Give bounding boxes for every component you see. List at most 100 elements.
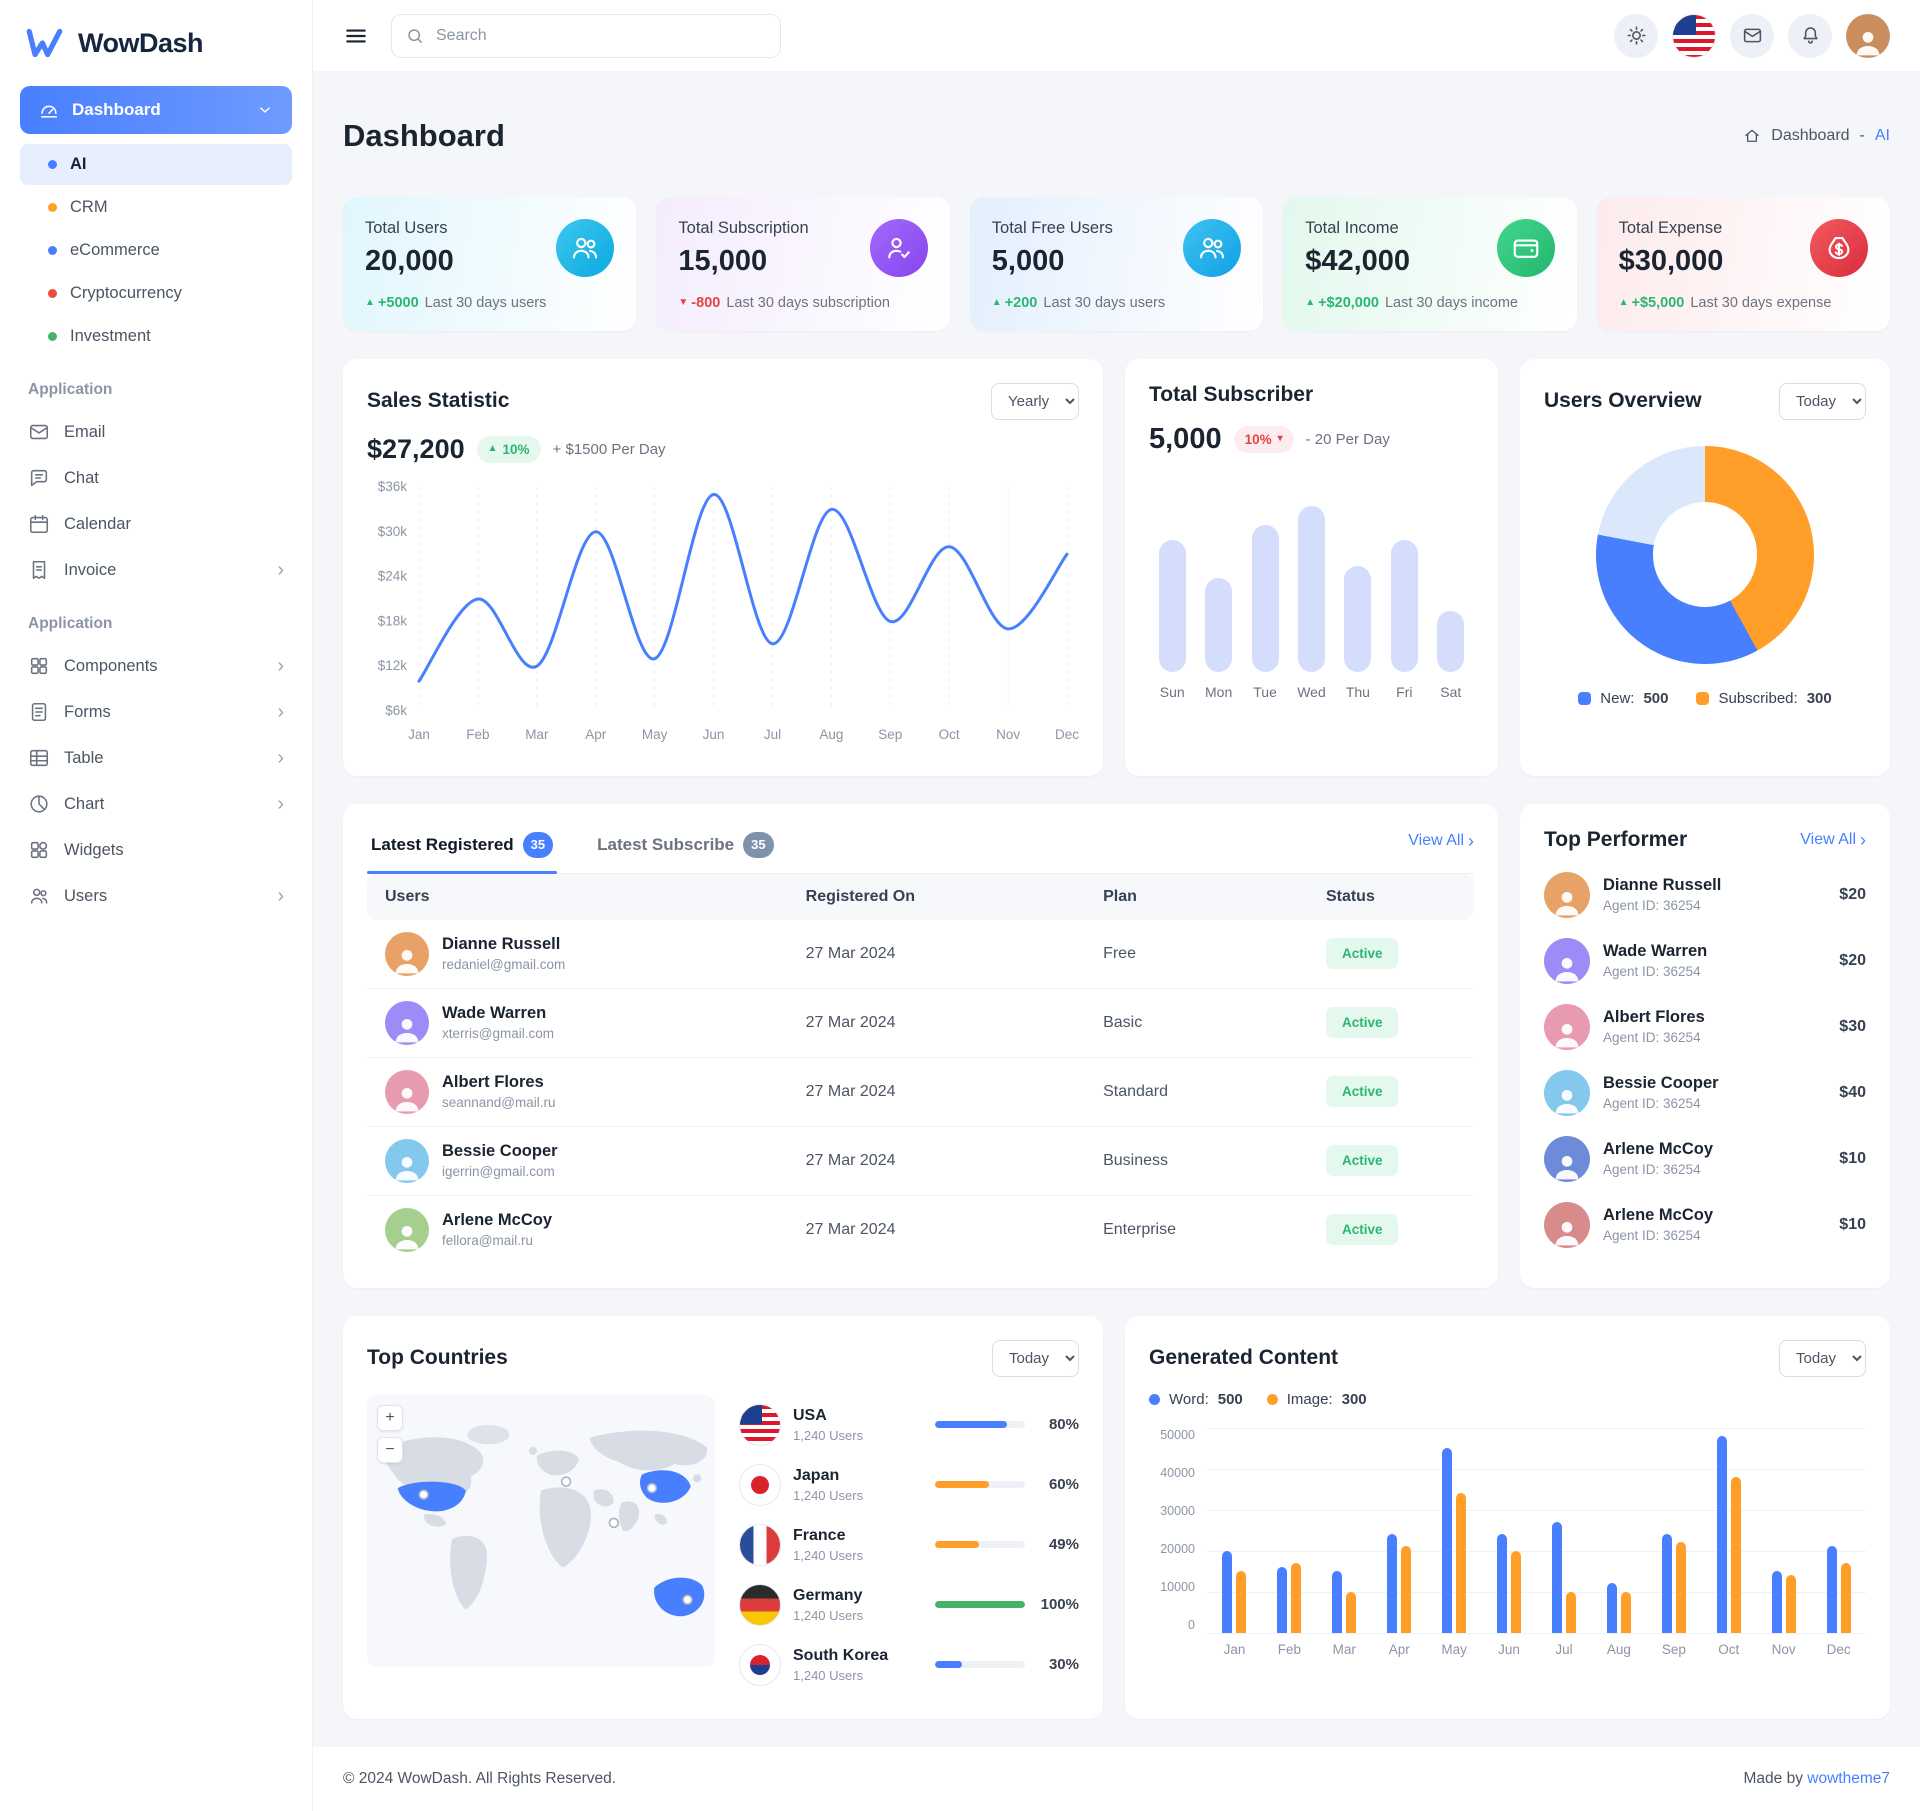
- table-row[interactable]: Albert Flores seannand@mail.ru 27 Mar 20…: [367, 1057, 1474, 1127]
- sidebar-item[interactable]: Forms ›: [14, 689, 298, 735]
- bar: [1437, 611, 1465, 672]
- table-row[interactable]: Dianne Russell redaniel@gmail.com 27 Mar…: [367, 919, 1474, 989]
- sidebar-item[interactable]: Chat: [14, 455, 298, 501]
- user-avatar[interactable]: [1846, 13, 1890, 58]
- theme-toggle-button[interactable]: [1614, 13, 1658, 58]
- messages-button[interactable]: [1730, 13, 1774, 58]
- stat-value: 15,000: [678, 244, 768, 277]
- sidebar-item[interactable]: Chart ›: [14, 781, 298, 827]
- view-all-link[interactable]: View All ›: [1800, 831, 1866, 849]
- sidebar-item[interactable]: Invoice ›: [14, 547, 298, 593]
- avatar: [1544, 1069, 1590, 1116]
- map-zoom-in-button[interactable]: +: [377, 1404, 403, 1431]
- status-badge: Active: [1325, 938, 1399, 970]
- plan: Basic: [1085, 988, 1308, 1058]
- performer-item: Bessie Cooper Agent ID: 36254 $40: [1544, 1069, 1866, 1116]
- hamburger-menu-icon[interactable]: [343, 23, 369, 49]
- subscriber-bar-chart: Sun Mon Tue Wed Thu Fri Sat: [1149, 484, 1474, 700]
- sidebar-subitem[interactable]: Investment: [20, 316, 292, 357]
- sidebar-subitem-label: Investment: [70, 327, 151, 345]
- sidebar-item-dashboard[interactable]: Dashboard: [20, 86, 292, 134]
- caret-down-icon: ▾: [1277, 433, 1283, 445]
- sales-per-day: + $1500 Per Day: [552, 440, 666, 458]
- legend-label: Word:: [1169, 1390, 1209, 1408]
- bar: [1277, 1566, 1288, 1633]
- svg-text:$36k: $36k: [378, 479, 408, 494]
- table-row[interactable]: Bessie Cooper igerrin@gmail.com 27 Mar 2…: [367, 1126, 1474, 1196]
- stat-card: Total Expense $30,000 ▲ +$5,000 Last 30 d…: [1596, 196, 1890, 331]
- mail-icon: [1743, 28, 1761, 43]
- tab-label: Latest Registered: [371, 834, 514, 854]
- legend-dot-icon: [1266, 1393, 1278, 1405]
- legend-value: 300: [1341, 1390, 1367, 1408]
- search-icon: [405, 26, 425, 46]
- made-by-link[interactable]: wowtheme7: [1807, 1769, 1890, 1787]
- legend-label: Subscribed:: [1718, 689, 1798, 707]
- subscriber-trend-dropdown[interactable]: 10% ▾: [1233, 425, 1294, 453]
- table-row[interactable]: Wade Warren xterris@gmail.com 27 Mar 202…: [367, 988, 1474, 1058]
- sidebar-subitem[interactable]: AI: [20, 144, 292, 185]
- bar-label: Wed: [1297, 683, 1326, 700]
- countries-period-select[interactable]: Today: [992, 1339, 1079, 1377]
- language-flag-button[interactable]: [1672, 13, 1716, 58]
- bar-group: Dec: [1811, 1428, 1866, 1657]
- sidebar-subitem-label: AI: [70, 155, 87, 173]
- bar: [1222, 1550, 1233, 1633]
- performer-agent-id: Agent ID: 36254: [1603, 898, 1701, 914]
- users-overview-period-select[interactable]: Today: [1779, 382, 1866, 420]
- sidebar-item[interactable]: Calendar: [14, 501, 298, 547]
- map-zoom-out-button[interactable]: −: [377, 1436, 403, 1463]
- stats-row: Total Users 20,000 ▲ +5000 Last 30 days u…: [343, 196, 1890, 331]
- generated-content-bar-chart: 50000 40000 30000 20000 10000 0 Jan Feb Mar Apr Ma…: [1149, 1427, 1866, 1657]
- tab-latest-registered[interactable]: Latest Registered 35: [367, 828, 558, 874]
- sales-period-select[interactable]: Yearly: [991, 382, 1079, 420]
- sidebar-subitem[interactable]: eCommerce: [20, 230, 292, 271]
- bar-group: Sep: [1646, 1428, 1701, 1657]
- view-all-label: View All: [1800, 830, 1856, 848]
- search-input[interactable]: [391, 13, 781, 58]
- notifications-button[interactable]: [1788, 13, 1832, 58]
- generated-period-select[interactable]: Today: [1779, 1339, 1866, 1377]
- breadcrumb-root[interactable]: Dashboard: [1771, 126, 1850, 144]
- performer-name: Albert Flores: [1603, 1008, 1705, 1027]
- breadcrumb-current: AI: [1874, 126, 1890, 144]
- country-progress-fill: [935, 1541, 980, 1549]
- copyright-text: © 2024 WowDash. All Rights Reserved.: [343, 1769, 617, 1787]
- email-icon: [28, 421, 50, 443]
- table-body: Dianne Russell redaniel@gmail.com 27 Mar…: [367, 919, 1474, 1264]
- sidebar-subitem-label: eCommerce: [70, 241, 160, 259]
- country-name: South Korea: [793, 1646, 889, 1664]
- brand[interactable]: WowDash: [0, 0, 312, 82]
- sidebar-item[interactable]: Widgets: [14, 827, 298, 873]
- view-all-link[interactable]: View All ›: [1408, 828, 1474, 865]
- table-row[interactable]: Arlene McCoy fellora@mail.ru 27 Mar 2024…: [367, 1195, 1474, 1264]
- performer-name: Arlene McCoy: [1603, 1140, 1714, 1159]
- user-check-icon: [869, 219, 928, 278]
- user-name: Albert Flores: [442, 1073, 544, 1092]
- bar: [1675, 1542, 1686, 1633]
- column-header: Users: [367, 873, 788, 920]
- chevron-right-icon: ›: [1860, 829, 1866, 850]
- card-title: Top Countries: [367, 1346, 508, 1370]
- performer-item: Arlene McCoy Agent ID: 36254 $10: [1544, 1201, 1866, 1248]
- total-subscriber-card: Total Subscriber 5,000 10% ▾ - 20 Per Day…: [1125, 358, 1498, 776]
- sidebar-item[interactable]: Table ›: [14, 735, 298, 781]
- sidebar-item[interactable]: Users ›: [14, 873, 298, 919]
- tab-latest-subscribe[interactable]: Latest Subscribe 35: [593, 828, 777, 873]
- bar: [1456, 1493, 1467, 1633]
- users-icon: [28, 885, 50, 907]
- bar: [1291, 1562, 1302, 1633]
- avatar: [385, 1138, 429, 1183]
- y-axis-labels: 50000 40000 30000 20000 10000 0: [1160, 1427, 1195, 1633]
- performer-list: Dianne Russell Agent ID: 36254 $20: [1544, 871, 1866, 1248]
- stat-delta: ▲ +$20,000: [1305, 295, 1379, 311]
- bar: [1390, 539, 1418, 672]
- registered-on: 27 Mar 2024: [787, 1057, 1086, 1127]
- stat-delta-value: +200: [1004, 294, 1038, 311]
- subscriber-bar-column: Fri: [1381, 484, 1427, 700]
- sidebar-subitem[interactable]: Cryptocurrency: [20, 273, 292, 314]
- column-header: Status: [1307, 873, 1474, 920]
- sidebar-subitem[interactable]: CRM: [20, 187, 292, 228]
- sidebar-item[interactable]: Components ›: [14, 643, 298, 689]
- sidebar-item[interactable]: Email: [14, 409, 298, 455]
